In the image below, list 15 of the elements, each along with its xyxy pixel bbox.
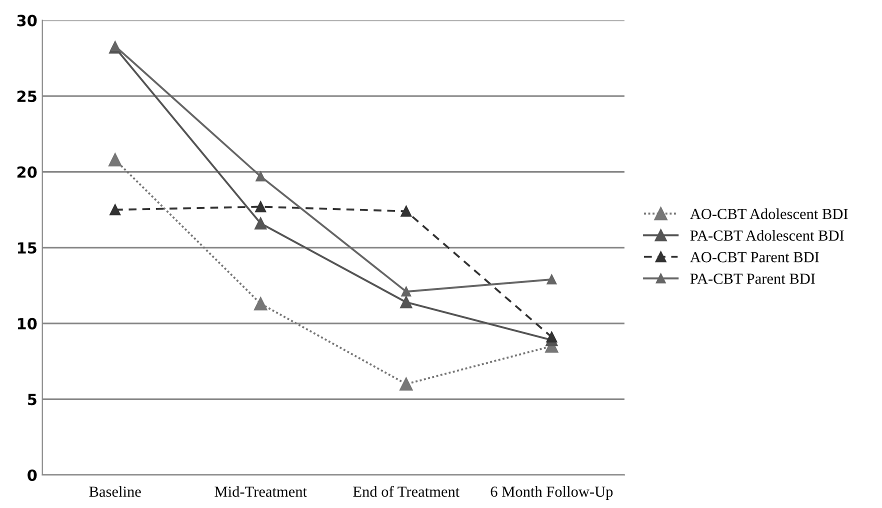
y-tick-label: 10 bbox=[18, 318, 37, 330]
x-tick-label: Mid-Treatment bbox=[214, 486, 307, 497]
legend-label: AO-CBT Parent BDI bbox=[690, 252, 819, 262]
x-tick-label: 6 Month Follow-Up bbox=[490, 486, 613, 500]
y-tick-label: 20 bbox=[17, 166, 37, 178]
x-tick-label: End of Treatment bbox=[353, 486, 460, 497]
y-tick-label: 15 bbox=[18, 242, 36, 254]
y-tick-label: 25 bbox=[17, 90, 36, 102]
y-tick-label: 30 bbox=[17, 14, 37, 26]
y-tick-label: 0 bbox=[28, 469, 37, 481]
legend-label: AO-CBT Adolescent BDI bbox=[690, 208, 848, 220]
x-tick-label: Baseline bbox=[89, 486, 141, 497]
legend-label: PA-CBT Adolescent BDI bbox=[690, 230, 844, 241]
y-tick-label: 5 bbox=[28, 394, 36, 406]
legend-label: PA-CBT Parent BDI bbox=[690, 274, 815, 284]
